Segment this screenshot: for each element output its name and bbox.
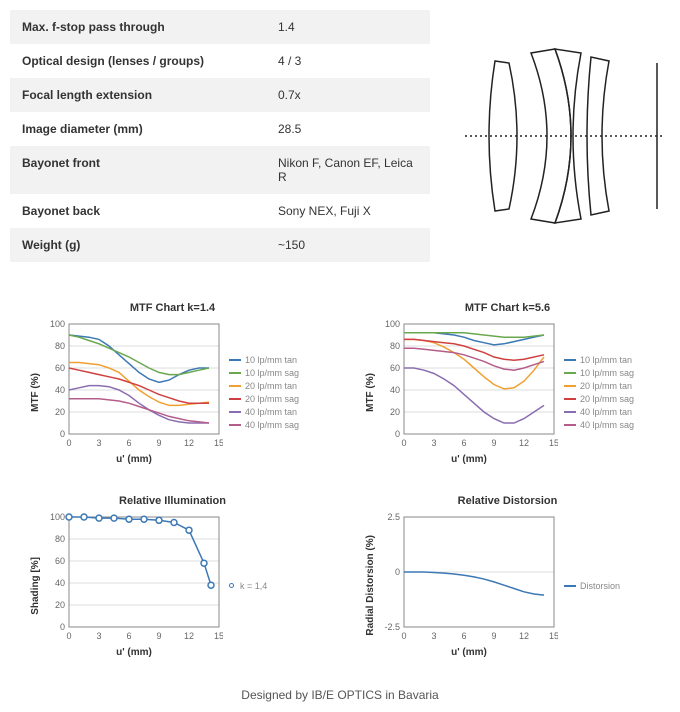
- mtf56-chart: MTF Chart k=5.6 MTF (%) 0 20 40 60 80 100 0 3 6 9 12…: [365, 302, 650, 465]
- svg-text:80: 80: [55, 534, 65, 544]
- svg-text:0: 0: [60, 429, 65, 439]
- svg-text:100: 100: [50, 320, 65, 329]
- svg-text:80: 80: [55, 341, 65, 351]
- chart-title: MTF Chart k=5.6: [365, 302, 650, 314]
- svg-text:0: 0: [395, 567, 400, 577]
- svg-text:9: 9: [156, 631, 161, 641]
- svg-text:20: 20: [55, 600, 65, 610]
- spec-value: 1.4: [270, 10, 430, 44]
- chart-ylabel: MTF (%): [30, 373, 41, 412]
- svg-text:15: 15: [214, 631, 223, 641]
- chart-ylabel: MTF (%): [365, 373, 376, 412]
- svg-text:20: 20: [390, 407, 400, 417]
- svg-text:60: 60: [55, 363, 65, 373]
- svg-text:40: 40: [55, 385, 65, 395]
- svg-text:6: 6: [461, 631, 466, 641]
- svg-text:3: 3: [96, 631, 101, 641]
- spec-value: 4 / 3: [270, 44, 430, 78]
- spec-row: Max. f-stop pass through1.4: [10, 10, 430, 44]
- spec-label: Max. f-stop pass through: [10, 10, 270, 44]
- spec-row: Bayonet frontNikon F, Canon EF, Leica R: [10, 146, 430, 194]
- spec-row: Bayonet backSony NEX, Fuji X: [10, 194, 430, 228]
- svg-text:0: 0: [401, 438, 406, 448]
- svg-text:12: 12: [519, 631, 529, 641]
- spec-label: Weight (g): [10, 228, 270, 262]
- chart-xlabel: u' (mm): [380, 454, 558, 465]
- spec-row: Focal length extension0.7x: [10, 78, 430, 112]
- spec-row: Weight (g)~150: [10, 228, 430, 262]
- spec-label: Optical design (lenses / groups): [10, 44, 270, 78]
- chart-xlabel: u' (mm): [380, 647, 558, 658]
- svg-text:100: 100: [50, 513, 65, 522]
- chart-title: Relative Distorsion: [365, 495, 650, 507]
- chart-ylabel: Radial Distorsion (%): [365, 535, 376, 636]
- svg-text:20: 20: [55, 407, 65, 417]
- footer-text: Designed by IB/E OPTICS in Bavaria: [10, 688, 670, 702]
- distortion-chart: Relative Distorsion Radial Distorsion (%)…: [365, 495, 650, 658]
- spec-value: ~150: [270, 228, 430, 262]
- svg-text:15: 15: [549, 438, 558, 448]
- svg-text:12: 12: [184, 438, 194, 448]
- chart-legend: k = 1,4: [229, 578, 267, 594]
- spec-value: Sony NEX, Fuji X: [270, 194, 430, 228]
- svg-text:0: 0: [395, 429, 400, 439]
- spec-value: 0.7x: [270, 78, 430, 112]
- svg-text:15: 15: [214, 438, 223, 448]
- svg-text:12: 12: [184, 631, 194, 641]
- spec-label: Bayonet back: [10, 194, 270, 228]
- chart-legend: 10 lp/mm tan10 lp/mm sag20 lp/mm tan20 l…: [564, 352, 634, 433]
- svg-text:80: 80: [390, 341, 400, 351]
- chart-xlabel: u' (mm): [45, 647, 223, 658]
- spec-label: Image diameter (mm): [10, 112, 270, 146]
- svg-text:2.5: 2.5: [387, 513, 400, 522]
- chart-title: Relative Illumination: [30, 495, 315, 507]
- mtf14-chart: MTF Chart k=1.4 MTF (%) 0 20 40 60 80 100 0 3 6 9 12…: [30, 302, 315, 465]
- svg-text:60: 60: [390, 363, 400, 373]
- svg-text:60: 60: [55, 556, 65, 566]
- svg-text:6: 6: [126, 438, 131, 448]
- svg-text:9: 9: [156, 438, 161, 448]
- svg-text:40: 40: [390, 385, 400, 395]
- chart-ylabel: Shading [%]: [30, 557, 41, 615]
- svg-text:0: 0: [60, 622, 65, 632]
- chart-legend: 10 lp/mm tan10 lp/mm sag20 lp/mm tan20 l…: [229, 352, 299, 433]
- svg-text:0: 0: [66, 438, 71, 448]
- svg-text:100: 100: [385, 320, 400, 329]
- spec-table: Max. f-stop pass through1.4Optical desig…: [10, 10, 430, 262]
- illumination-chart: Relative IlluminationShading [%]02040608…: [30, 495, 315, 658]
- svg-text:3: 3: [431, 631, 436, 641]
- svg-text:3: 3: [431, 438, 436, 448]
- spec-row: Image diameter (mm)28.5: [10, 112, 430, 146]
- spec-label: Bayonet front: [10, 146, 270, 194]
- chart-title: MTF Chart k=1.4: [30, 302, 315, 314]
- svg-text:9: 9: [491, 631, 496, 641]
- svg-text:6: 6: [461, 438, 466, 448]
- svg-text:12: 12: [519, 438, 529, 448]
- svg-text:0: 0: [66, 631, 71, 641]
- svg-text:6: 6: [126, 631, 131, 641]
- svg-text:9: 9: [491, 438, 496, 448]
- spec-row: Optical design (lenses / groups)4 / 3: [10, 44, 430, 78]
- svg-text:-2.5: -2.5: [384, 622, 400, 632]
- svg-text:3: 3: [96, 438, 101, 448]
- svg-text:15: 15: [549, 631, 558, 641]
- chart-xlabel: u' (mm): [45, 454, 223, 465]
- spec-value: Nikon F, Canon EF, Leica R: [270, 146, 430, 194]
- svg-text:0: 0: [401, 631, 406, 641]
- lens-diagram: [460, 10, 670, 262]
- svg-text:40: 40: [55, 578, 65, 588]
- spec-label: Focal length extension: [10, 78, 270, 112]
- spec-value: 28.5: [270, 112, 430, 146]
- chart-legend: Distorsion: [564, 578, 620, 594]
